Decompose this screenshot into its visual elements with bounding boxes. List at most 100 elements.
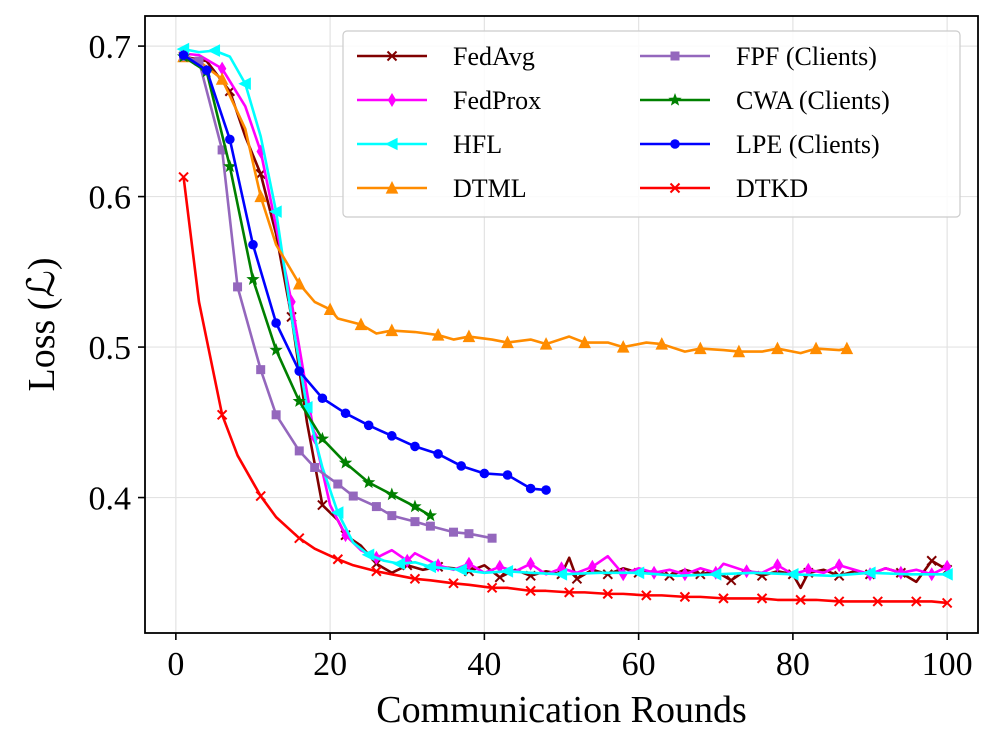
legend-label: LPE (Clients)	[736, 130, 880, 159]
data-point-marker	[354, 317, 368, 331]
legend-entry: DTKD	[640, 174, 808, 203]
legend-label: HFL	[453, 130, 502, 159]
data-point-marker	[486, 582, 498, 594]
data-point-marker	[225, 134, 235, 145]
data-point-marker	[392, 557, 406, 571]
series-fpf-clients	[179, 52, 497, 543]
data-point-marker	[178, 171, 189, 183]
legend-entry: FPF (Clients)	[640, 42, 877, 71]
data-point-marker	[771, 341, 784, 355]
data-point-marker	[732, 344, 746, 358]
data-point-marker	[462, 329, 476, 343]
data-point-marker	[694, 341, 707, 355]
y-tick-label: 0.5	[89, 330, 132, 367]
data-point-marker	[361, 548, 375, 562]
data-point-marker	[670, 139, 680, 149]
data-point-marker	[718, 593, 729, 604]
data-point-marker	[502, 470, 513, 480]
data-point-marker	[602, 569, 613, 580]
legend-box	[342, 30, 961, 218]
data-point-marker	[310, 462, 320, 472]
data-point-marker	[911, 596, 922, 607]
y-tick-label: 0.7	[89, 29, 132, 66]
series-lpe-clients	[178, 50, 551, 495]
data-point-marker	[526, 556, 535, 571]
data-point-marker	[332, 554, 344, 565]
series-dtml	[177, 49, 854, 358]
data-point-marker	[423, 508, 438, 522]
legend-label: CWA (Clients)	[736, 86, 890, 115]
data-point-marker	[525, 585, 536, 597]
data-point-marker	[833, 596, 845, 607]
data-point-marker	[449, 527, 459, 537]
data-point-marker	[410, 517, 420, 527]
data-point-marker	[410, 441, 420, 452]
data-point-marker	[539, 337, 553, 350]
data-point-marker	[248, 239, 258, 250]
data-point-marker	[433, 449, 443, 459]
x-tick-label: 20	[313, 646, 347, 683]
data-point-marker	[941, 597, 953, 609]
data-point-marker	[641, 590, 652, 601]
data-point-marker	[362, 475, 376, 489]
data-point-marker	[571, 573, 583, 585]
data-point-marker	[408, 499, 422, 513]
legend-entry: LPE (Clients)	[640, 130, 880, 159]
legend-label: DTKD	[736, 174, 808, 203]
plot-frame	[144, 15, 979, 634]
data-point-marker	[795, 594, 806, 606]
data-point-marker	[254, 189, 267, 203]
y-tick-label: 0.6	[89, 180, 132, 217]
legend-entry: DTML	[357, 174, 527, 203]
legend-label: DTML	[453, 174, 527, 203]
data-point-marker	[670, 51, 680, 61]
data-point-marker	[425, 521, 435, 531]
data-point-marker	[385, 323, 399, 337]
data-point-marker	[679, 591, 691, 603]
data-point-marker	[619, 567, 628, 582]
data-point-marker	[409, 573, 421, 585]
data-point-marker	[501, 335, 514, 349]
data-point-marker	[215, 72, 229, 85]
legend-label: FedProx	[453, 86, 541, 115]
data-point-marker	[348, 491, 358, 501]
data-point-marker	[371, 566, 382, 577]
data-point-marker	[363, 420, 374, 431]
data-point-marker	[294, 446, 304, 456]
data-point-marker	[725, 575, 737, 586]
data-point-marker	[233, 282, 243, 292]
data-point-marker	[317, 393, 328, 404]
x-tick-label: 100	[922, 646, 973, 683]
data-point-marker	[292, 394, 306, 407]
data-point-marker	[872, 596, 883, 607]
series-hfl	[176, 42, 953, 581]
series-line	[182, 55, 432, 517]
data-point-marker	[216, 409, 228, 421]
data-point-marker	[315, 431, 330, 445]
data-point-marker	[708, 568, 722, 581]
data-point-marker	[340, 408, 351, 419]
data-point-marker	[385, 137, 398, 151]
x-tick-label: 40	[467, 646, 501, 683]
legend: FedAvg FedProx HFL DTML FPF (Clients) CWA (Cl…	[342, 30, 961, 218]
x-tick-label: 0	[167, 646, 184, 683]
data-point-marker	[385, 487, 399, 501]
y-axis-label: Loss (ℒ)	[21, 258, 63, 392]
series-dtkd	[178, 171, 953, 609]
data-point-marker	[194, 56, 204, 66]
data-point-marker	[487, 533, 497, 543]
data-point-marker	[541, 485, 551, 495]
data-point-marker	[323, 302, 337, 316]
data-point-marker	[387, 431, 397, 441]
data-point-marker	[525, 483, 536, 494]
data-point-marker	[269, 343, 283, 356]
data-point-marker	[201, 65, 212, 75]
data-point-marker	[834, 558, 844, 573]
data-point-marker	[387, 511, 397, 521]
legend-entry: CWA (Clients)	[640, 86, 890, 115]
axis-ticks: 0 20 40 60 80 100 0.4 0.5 0.6 0.7	[89, 29, 973, 683]
data-point-marker	[756, 593, 768, 604]
data-point-marker	[255, 490, 266, 502]
data-point-marker	[804, 562, 813, 577]
data-point-marker	[454, 563, 467, 577]
